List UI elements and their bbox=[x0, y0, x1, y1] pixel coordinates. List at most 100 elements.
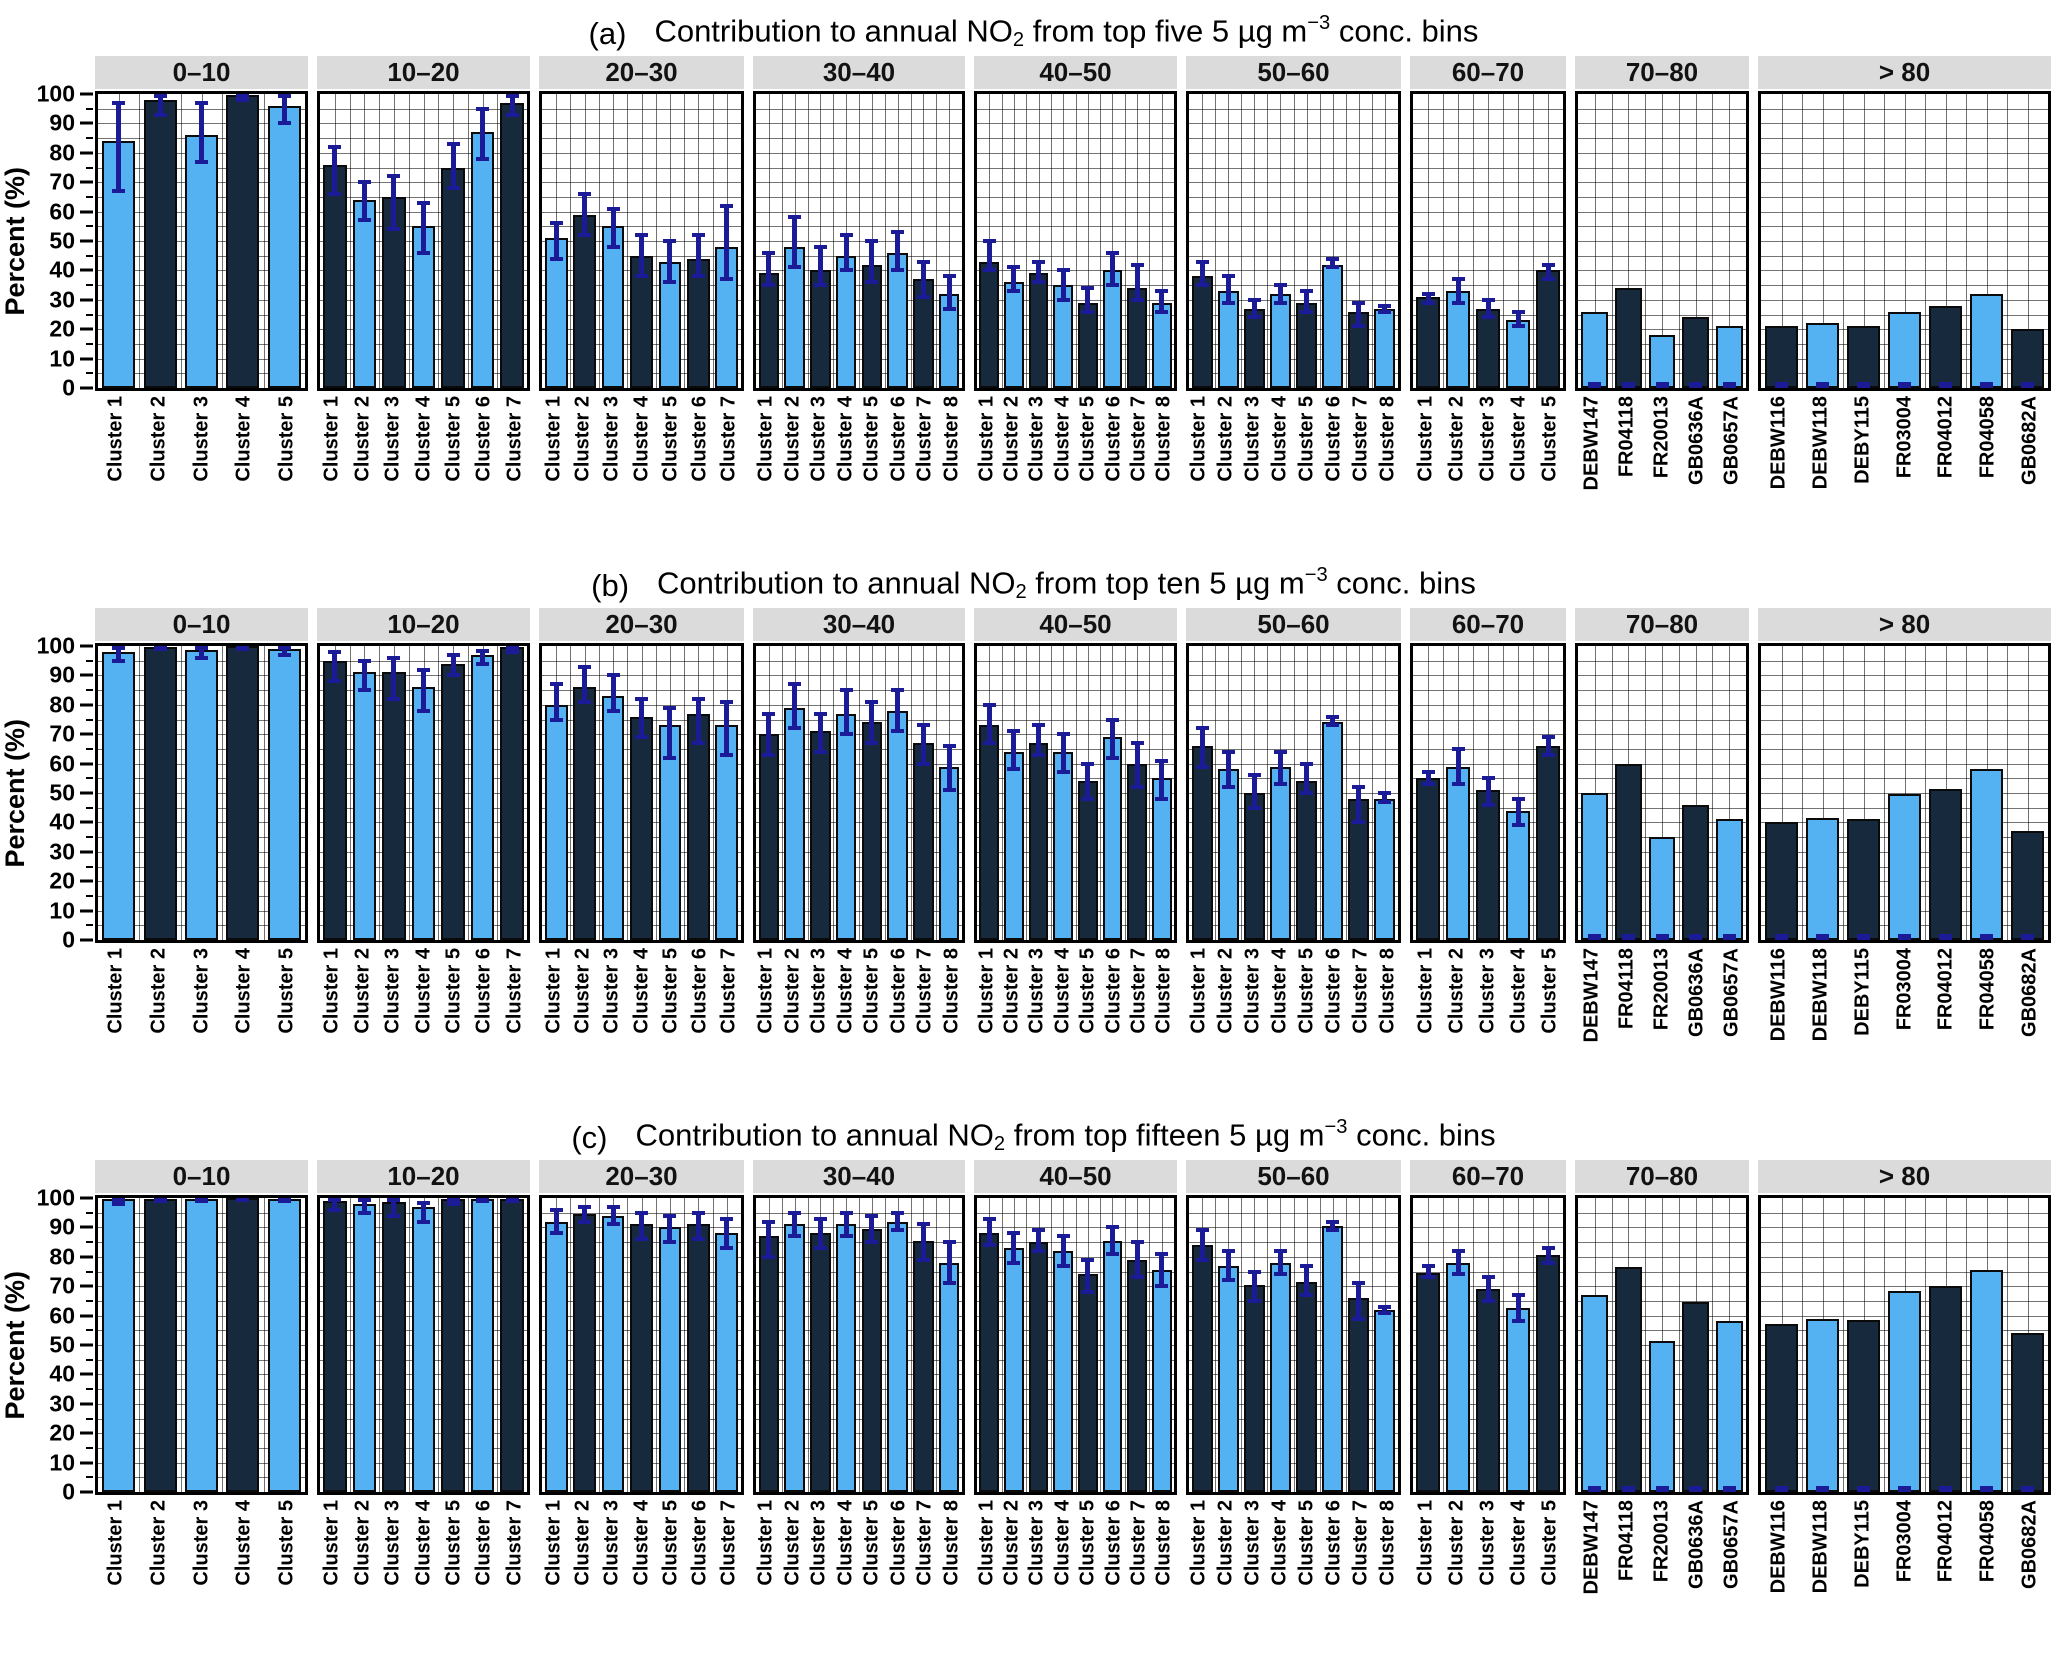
panel-a: (a) Contribution to annual NO2 from top f… bbox=[0, 0, 2067, 552]
error-bar-cap-top bbox=[1588, 933, 1602, 938]
facet-strip-label: 50–60 bbox=[1186, 608, 1401, 641]
bar bbox=[1217, 769, 1239, 940]
facet-plot bbox=[1575, 1195, 1749, 1495]
error-bar-stem bbox=[582, 193, 588, 236]
facet-strip-label: 50–60 bbox=[1186, 1160, 1401, 1193]
error-bar-cap-bottom bbox=[1481, 802, 1495, 807]
error-bar-cap-bottom bbox=[813, 749, 827, 754]
bar bbox=[1970, 1270, 2003, 1492]
y-tick-label: 10 bbox=[49, 345, 75, 372]
error-bar-cap-top bbox=[762, 711, 776, 716]
x-tick-label: Cluster 1 bbox=[1187, 396, 1210, 482]
bar bbox=[1028, 273, 1049, 388]
bar bbox=[1127, 288, 1147, 388]
error-bar-cap-top bbox=[1541, 735, 1555, 740]
error-bar-cap-top bbox=[1689, 933, 1703, 938]
bar bbox=[226, 1198, 260, 1492]
gridline-vertical bbox=[1241, 94, 1243, 388]
error-bar-cap-top bbox=[1511, 309, 1525, 314]
bar bbox=[544, 1221, 568, 1492]
x-tick-label: Cluster 8 bbox=[940, 396, 963, 482]
x-tick-label: Cluster 6 bbox=[1102, 396, 1125, 482]
bar bbox=[1322, 1225, 1344, 1492]
error-bar-cap-bottom bbox=[1588, 936, 1602, 940]
error-bar-cap-top bbox=[691, 1210, 705, 1215]
gridline-vertical bbox=[1729, 94, 1731, 388]
error-bar-cap-top bbox=[357, 1198, 371, 1202]
error-bar-cap-bottom bbox=[663, 755, 677, 760]
error-bar-stem bbox=[1085, 763, 1091, 799]
error-bar-cap-top bbox=[1130, 1240, 1144, 1245]
error-bar-cap-bottom bbox=[839, 268, 853, 273]
bar bbox=[1476, 1289, 1500, 1492]
error-bar-stem bbox=[724, 1218, 730, 1248]
error-bar-cap-bottom bbox=[578, 233, 592, 238]
error-bar-cap-top bbox=[813, 711, 827, 716]
facet-> 80: > 80 DEBW116 DEBW118 DEBY115 FR03004 FR04012 F… bbox=[1758, 608, 2051, 1103]
bar bbox=[784, 707, 805, 940]
bar bbox=[810, 731, 831, 940]
bar bbox=[1269, 766, 1291, 940]
error-bar-cap-bottom bbox=[1655, 384, 1669, 388]
error-bar-cap-bottom bbox=[1939, 936, 1952, 940]
error-bar-stem bbox=[480, 648, 486, 664]
error-bar-cap-bottom bbox=[1857, 936, 1870, 940]
x-tick-label: Cluster 8 bbox=[1152, 1500, 1175, 1586]
y-tick-label: 20 bbox=[49, 1419, 75, 1446]
facet-50–60: 50–60 Cluster 1 Cluster 2 Cluster 3 Cluster … bbox=[1186, 1160, 1401, 1655]
error-bar-cap-top bbox=[112, 1198, 126, 1202]
y-tick-label: 70 bbox=[49, 1272, 75, 1299]
x-tick-label: Cluster 4 bbox=[1051, 396, 1074, 482]
gridline-vertical bbox=[1124, 646, 1126, 940]
x-tick-label: GB0657A bbox=[1720, 948, 1743, 1037]
facet-plot bbox=[1410, 643, 1566, 943]
gridline-vertical bbox=[884, 646, 886, 940]
x-tick-label: Cluster 7 bbox=[913, 1500, 936, 1586]
bar bbox=[1888, 794, 1921, 940]
error-bar-cap-bottom bbox=[357, 688, 371, 693]
y-tick-mark bbox=[80, 1402, 93, 1406]
gridline-vertical bbox=[807, 94, 809, 388]
x-tick-label: Cluster 3 bbox=[1025, 1500, 1048, 1586]
x-tick-label: Cluster 5 bbox=[442, 1500, 465, 1586]
bar bbox=[500, 1198, 525, 1492]
bar bbox=[1506, 320, 1530, 388]
error-bar-cap-top bbox=[865, 1213, 879, 1218]
error-bar-stem bbox=[1225, 751, 1231, 788]
x-tick-label: Cluster 5 bbox=[442, 396, 465, 482]
facet-row: 0–10 Cluster 1 Cluster 2 Cluster 3 Cluster 4… bbox=[95, 56, 2067, 551]
x-tick-label: FR20013 bbox=[1650, 948, 1673, 1031]
gridline-vertical bbox=[598, 94, 600, 388]
error-bar-cap-top bbox=[1980, 1485, 1993, 1490]
x-tick-label: Cluster 4 bbox=[1268, 948, 1291, 1034]
gridline-vertical bbox=[1473, 1198, 1474, 1492]
panel-c: (c) Contribution to annual NO2 from top f… bbox=[0, 1104, 2067, 1656]
bar bbox=[979, 1233, 1000, 1492]
error-bar-cap-bottom bbox=[606, 244, 620, 249]
facet-strip-label: 0–10 bbox=[95, 608, 308, 641]
gridline-vertical bbox=[1358, 94, 1360, 388]
y-tick-mark bbox=[80, 703, 93, 707]
error-bar-stem bbox=[1159, 1253, 1165, 1287]
gridline-vertical bbox=[684, 1198, 686, 1492]
x-tick-label: FR04118 bbox=[1615, 948, 1638, 1030]
title-text: from top ten 5 µg m bbox=[1026, 565, 1305, 601]
bar bbox=[1191, 745, 1213, 940]
gridline-vertical bbox=[1112, 94, 1114, 388]
y-tick-mark bbox=[80, 791, 93, 795]
x-tick-label: Cluster 6 bbox=[472, 1500, 495, 1586]
x-tick-label: Cluster 7 bbox=[1127, 948, 1150, 1034]
gridline-vertical bbox=[1925, 94, 1926, 388]
error-bar-cap-top bbox=[417, 1200, 430, 1205]
bar bbox=[1682, 317, 1710, 388]
facet-0–10: 0–10 Cluster 1 Cluster 2 Cluster 3 Cluster 4… bbox=[95, 608, 308, 1103]
error-bar-cap-top bbox=[788, 215, 802, 220]
error-bar-cap-top bbox=[1655, 933, 1669, 938]
error-bar-cap-bottom bbox=[1105, 755, 1119, 760]
x-tick-label: Cluster 3 bbox=[1025, 948, 1048, 1034]
x-tick-label: Cluster 5 bbox=[659, 1500, 682, 1586]
x-tick-label: Cluster 7 bbox=[717, 948, 740, 1034]
error-bar-cap-top bbox=[1378, 303, 1392, 308]
gridline-vertical bbox=[1384, 94, 1386, 388]
gridline-vertical bbox=[222, 1198, 224, 1492]
